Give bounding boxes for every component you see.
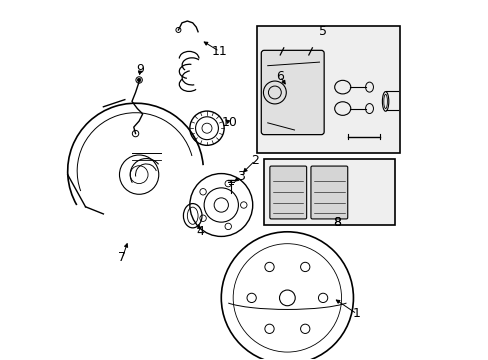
Text: 6: 6 (276, 70, 284, 83)
Text: 11: 11 (211, 45, 227, 58)
Bar (257, 26, 399, 153)
Text: 10: 10 (221, 116, 237, 129)
Circle shape (137, 78, 141, 82)
Text: 1: 1 (352, 307, 360, 320)
Text: 4: 4 (196, 225, 203, 238)
FancyBboxPatch shape (269, 166, 306, 219)
Text: 5: 5 (319, 25, 326, 38)
Bar (264, 158, 394, 225)
Text: 2: 2 (251, 154, 259, 167)
Text: 3: 3 (237, 170, 244, 183)
FancyBboxPatch shape (261, 50, 324, 135)
Text: 7: 7 (118, 251, 126, 264)
Text: 8: 8 (333, 216, 341, 229)
FancyBboxPatch shape (310, 166, 347, 219)
Text: 8: 8 (333, 216, 341, 229)
Text: 9: 9 (136, 63, 144, 76)
